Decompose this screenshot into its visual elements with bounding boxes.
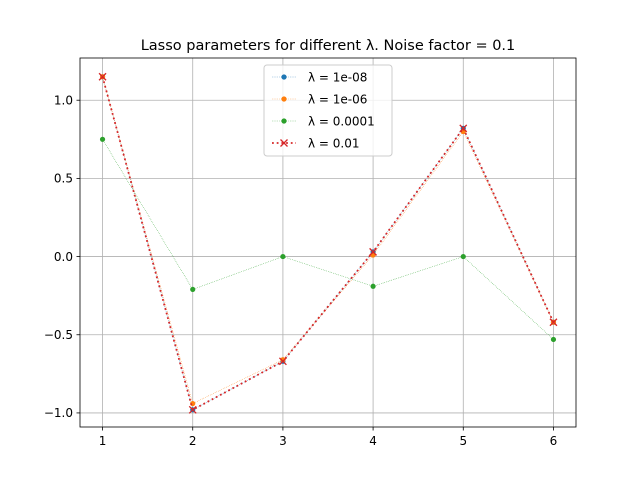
series-group [98,72,558,414]
data-point [460,253,466,260]
data-point-stroke [459,124,468,133]
data-point [280,253,286,260]
x-tick-label: 3 [279,434,287,448]
legend: λ = 1e-08 λ = 1e-06 λ = 0.0001 λ = 0.01 [263,64,393,157]
legend-entry: λ = 0.0001 [272,114,375,128]
chart-title: Lasso parameters for different λ. Noise … [141,38,516,54]
axis-ticks: 1 2 3 4 5 6 −1.0 −0.5 0.0 0.5 1.0 [44,94,557,448]
data-point-stroke [369,247,378,256]
series-line [102,76,554,411]
legend-label: λ = 1e-06 [308,92,367,106]
y-tick-label: 0.0 [54,250,73,264]
x-tick-label: 5 [459,434,467,448]
data-point [370,283,376,289]
data-point-stroke [278,357,287,366]
data-point [99,136,106,142]
legend-marker [281,118,287,124]
legend-label: λ = 0.01 [308,136,360,150]
legend-entry: λ = 1e-08 [272,70,367,84]
legend-entry: λ = 0.01 [272,136,360,150]
data-point-stroke [549,318,558,327]
plot-frame [79,57,577,428]
data-point-stroke [188,405,197,414]
data-point [369,247,378,256]
data-point [459,124,468,133]
series-3 [99,136,557,343]
series-line [102,76,554,404]
data-point [98,72,107,81]
series-line [101,76,555,412]
data-point [550,336,557,343]
data-point-stroke [98,72,107,81]
x-tick-label: 6 [550,434,558,448]
data-point [280,357,286,363]
legend-marker-stroke [280,139,288,147]
series-4 [98,72,558,414]
legend-entry: λ = 1e-06 [272,92,367,106]
legend-box [263,64,393,157]
data-point [278,357,287,366]
legend-label: λ = 1e-08 [308,70,367,84]
series-line [102,139,554,340]
x-tick-label: 4 [369,434,377,448]
y-tick-label: 0.5 [54,172,73,186]
y-tick-label: 1.0 [54,94,73,108]
x-tick-label: 2 [189,434,197,448]
legend-marker [281,74,287,80]
y-tick-label: −1.0 [44,406,73,420]
data-point [188,405,197,414]
x-tick-label: 1 [99,434,107,448]
data-point [549,318,558,327]
y-tick-label: −0.5 [44,328,73,342]
legend-marker [280,139,288,147]
data-point [190,286,196,293]
legend-marker [281,96,287,102]
legend-label: λ = 0.0001 [308,114,375,128]
